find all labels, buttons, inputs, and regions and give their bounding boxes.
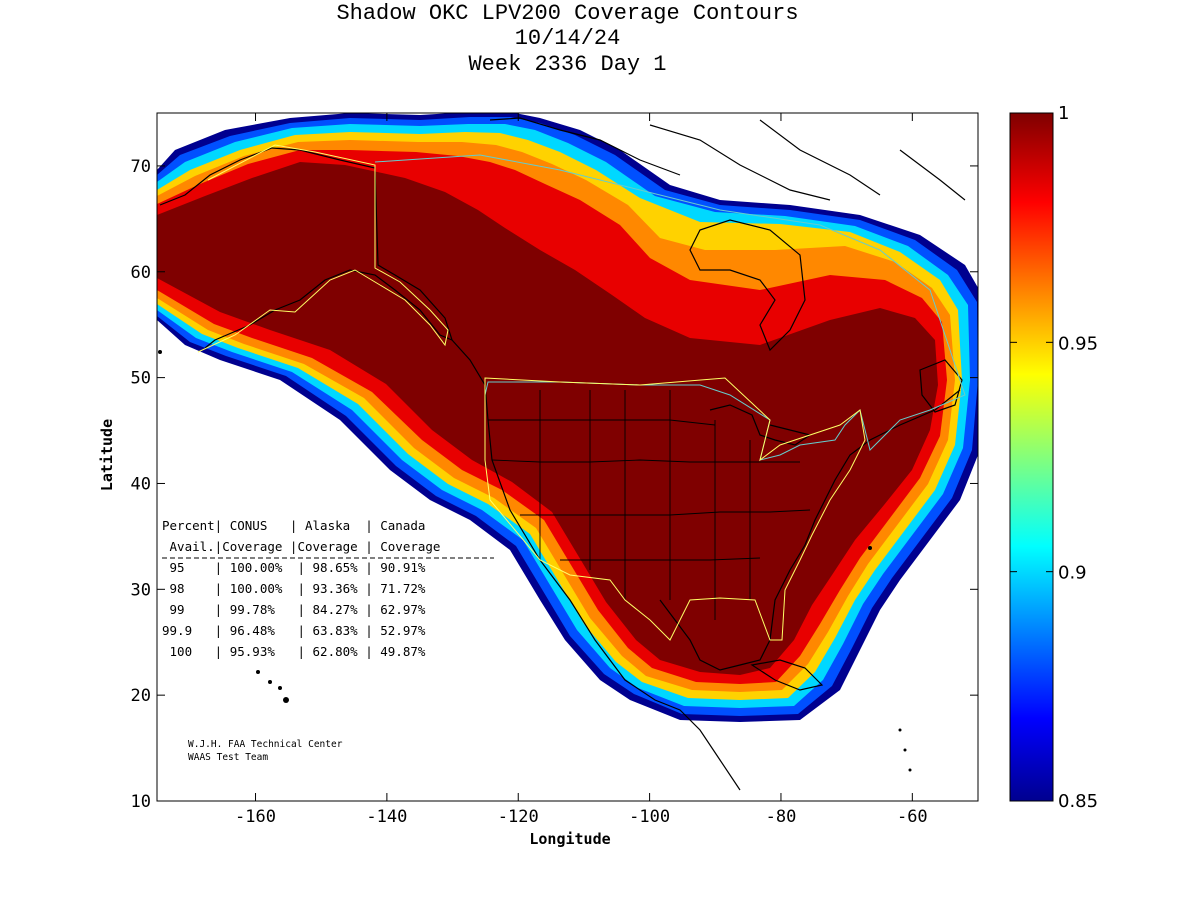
hudson-bay — [689, 219, 806, 352]
colorbar-tick-label: 0.85 — [1058, 791, 1098, 812]
contour-band-dark-red — [157, 162, 938, 675]
table-header-1: Percent| CONUS | Alaska | Canada — [162, 518, 425, 533]
y-axis-title: Latitude — [98, 419, 116, 491]
table-row: 99.9 | 96.48% | 63.83% | 52.97% — [162, 623, 426, 638]
y-tick-label: 20 — [131, 686, 151, 706]
state-borders — [488, 390, 811, 620]
colorbar — [1009, 112, 1054, 802]
x-tick-label: -100 — [629, 807, 670, 827]
great-lakes — [709, 404, 812, 446]
credit-line-1: W.J.H. FAA Technical Center — [188, 739, 343, 750]
alaska-coast — [159, 147, 453, 349]
y-tick-label: 60 — [131, 263, 151, 283]
x-tick-label: -140 — [366, 807, 407, 827]
y-tick-label: 40 — [131, 474, 151, 494]
x-tick-label: -160 — [235, 807, 276, 827]
arctic-islands — [489, 117, 966, 201]
table-row: 99 | 99.78% | 84.27% | 62.97% — [162, 602, 426, 617]
chart-title-line1: Shadow OKC LPV200 Coverage Contours — [336, 1, 799, 26]
chart-title-line3: Week 2336 Day 1 — [468, 52, 667, 77]
colorbar-tick-label: 0.9 — [1058, 563, 1087, 584]
conus-boundary — [484, 377, 866, 641]
north-america-west-coast — [451, 339, 741, 791]
table-row: 100 | 95.93% | 62.80% | 49.87% — [162, 644, 426, 659]
north-america-east-coast — [659, 389, 961, 671]
plot-frame — [156, 112, 979, 802]
table-row: 95 | 100.00% | 98.65% | 90.91% — [162, 560, 426, 575]
islands — [158, 350, 912, 772]
tick-marks — [157, 113, 978, 802]
colorbar-ticks: 0.85 0.9 0.95 1 — [1010, 103, 1098, 812]
colorbar-tick-label: 0.95 — [1058, 333, 1098, 354]
table-row: 98 | 100.00% | 93.36% | 71.72% — [162, 581, 426, 596]
credit-line-2: WAAS Test Team — [188, 752, 268, 763]
service-volume-boundaries — [197, 144, 966, 641]
newfoundland — [919, 359, 963, 413]
coverage-table: Percent| CONUS | Alaska | Canada Avail.|… — [162, 518, 494, 659]
alaska-boundary — [197, 144, 449, 353]
cuba — [750, 659, 824, 691]
colorbar-tick-label: 1 — [1058, 103, 1069, 124]
x-axis-title: Longitude — [529, 830, 610, 848]
y-tick-label: 50 — [131, 369, 151, 389]
coastlines — [159, 117, 966, 791]
canada-boundary — [374, 154, 966, 461]
table-header-2: Avail.|Coverage |Coverage | Coverage — [162, 539, 440, 554]
coverage-contours — [157, 113, 978, 722]
y-tick-label: 70 — [131, 157, 151, 177]
y-tick-label: 10 — [131, 792, 151, 812]
x-tick-label: -60 — [897, 807, 928, 827]
tick-labels: -160 -140 -120 -100 -80 -60 10 20 30 40 50 60 70 — [131, 157, 928, 827]
y-tick-label: 30 — [131, 580, 151, 600]
x-tick-label: -80 — [766, 807, 797, 827]
x-tick-label: -120 — [498, 807, 539, 827]
chart-title-line2: 10/14/24 — [514, 26, 621, 51]
